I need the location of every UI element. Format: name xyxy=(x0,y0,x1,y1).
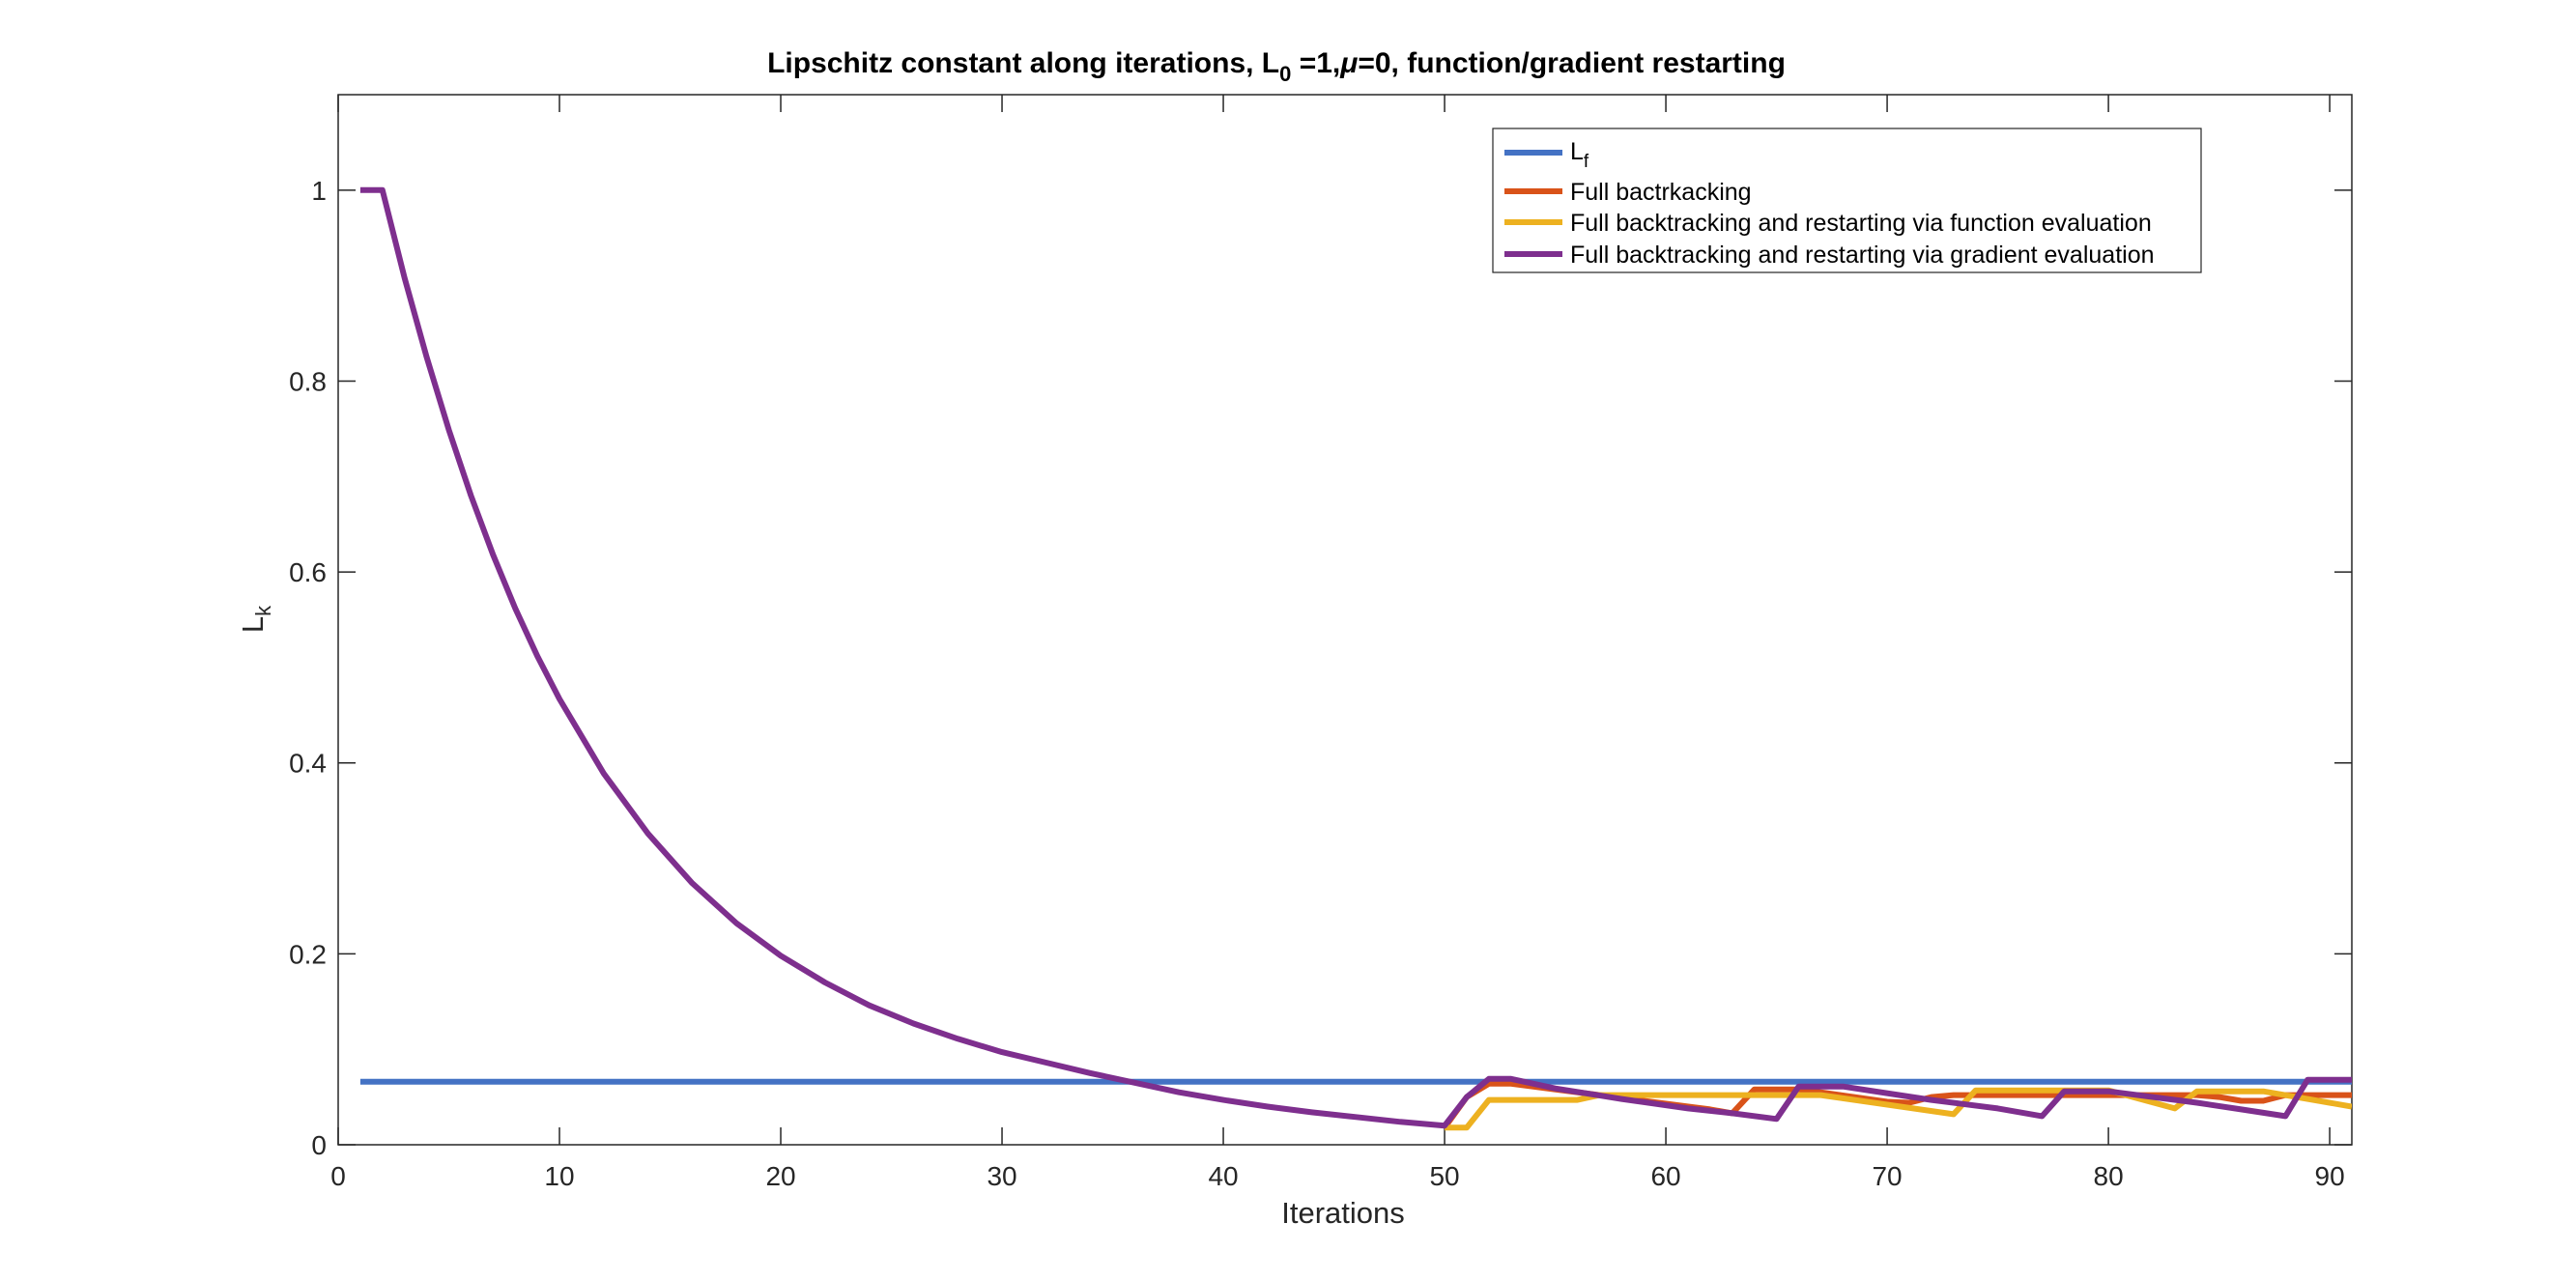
series-line-func xyxy=(1445,1087,2352,1131)
x-axis-ticks: 0 10 20 30 40 50 60 70 80 90 xyxy=(330,95,2345,1191)
y-tick-label: 1 xyxy=(311,176,327,206)
x-tick-label: 90 xyxy=(2315,1161,2345,1191)
chart-title: Lipschitz constant along iterations, L0 … xyxy=(767,47,1786,86)
y-tick-label: 0.4 xyxy=(289,749,327,779)
x-tick-label: 20 xyxy=(765,1161,795,1191)
y-tick-label: 0.2 xyxy=(289,939,327,969)
y-tick-label: 0 xyxy=(311,1130,327,1160)
series-lines xyxy=(359,186,2352,1131)
x-tick-label: 70 xyxy=(1872,1161,1902,1191)
legend: Lf Full bactrkacking Full backtracking a… xyxy=(1492,128,2202,273)
x-tick-label: 0 xyxy=(330,1161,346,1191)
y-axis-ticks: 0 0.2 0.4 0.6 0.8 1 xyxy=(289,176,2352,1160)
x-tick-label: 60 xyxy=(1650,1161,1680,1191)
y-tick-label: 0.6 xyxy=(289,557,327,587)
series-line-grad xyxy=(359,186,2352,1129)
legend-label-lf: Lf xyxy=(1570,138,1589,172)
x-tick-label: 10 xyxy=(544,1161,574,1191)
legend-label-grad: Full backtracking and restarting via gra… xyxy=(1570,242,2155,269)
x-axis-label: Iterations xyxy=(1281,1196,1405,1230)
x-tick-label: 80 xyxy=(2094,1161,2124,1191)
legend-label-full: Full bactrkacking xyxy=(1570,179,1752,206)
legend-label-func: Full backtracking and restarting via fun… xyxy=(1570,210,2152,237)
y-axis-label: Lk xyxy=(236,605,275,633)
x-tick-label: 40 xyxy=(1208,1161,1238,1191)
y-tick-label: 0.8 xyxy=(289,366,327,396)
legend-box xyxy=(1492,128,2202,273)
x-tick-label: 30 xyxy=(987,1161,1016,1191)
x-tick-label: 50 xyxy=(1429,1161,1459,1191)
